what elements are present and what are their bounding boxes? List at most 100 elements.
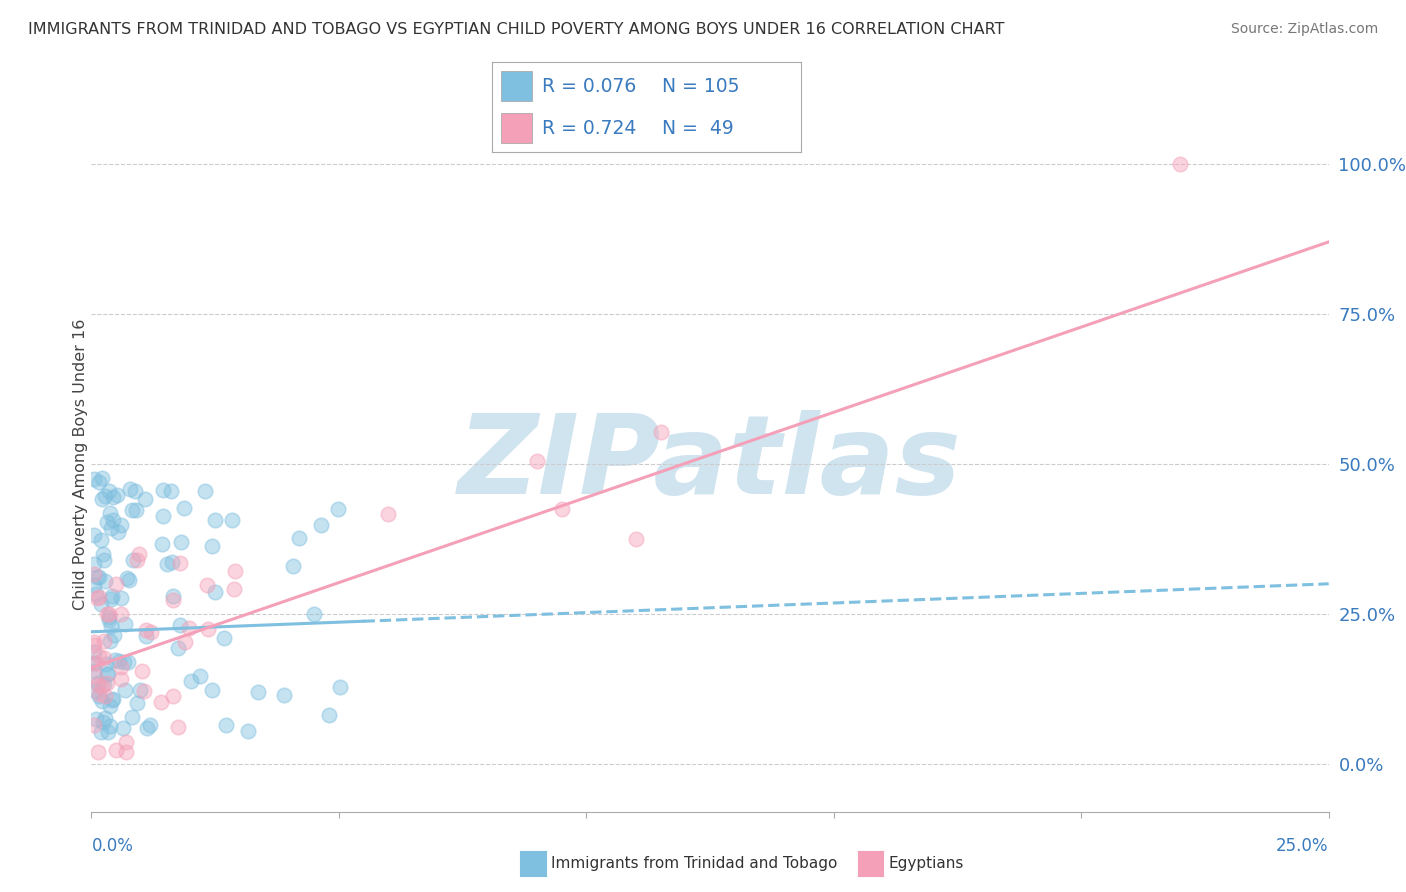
Point (87, 678, 110, 692)
Point (98, 607, 121, 622)
Point (101, 692, 124, 706)
Point (224, 564, 246, 578)
Point (110, 518, 132, 533)
Point (105, 742, 128, 756)
Point (90, 533, 112, 547)
Point (84, 713, 107, 727)
Point (152, 508, 174, 523)
Point (221, 513, 243, 527)
Point (96, 515, 118, 529)
Point (110, 672, 132, 686)
Point (87, 648, 110, 663)
Point (170, 534, 193, 549)
Point (100, 619, 122, 633)
Point (98, 633, 121, 648)
Point (273, 688, 295, 702)
Point (160, 555, 183, 569)
Point (162, 592, 184, 607)
Point (86, 569, 108, 583)
Point (169, 618, 191, 632)
Point (281, 559, 304, 574)
Point (83, 645, 105, 659)
Point (125, 696, 148, 710)
Point (195, 578, 218, 592)
Point (179, 621, 201, 635)
Point (624, 533, 647, 547)
Point (166, 641, 188, 656)
Point (90, 679, 112, 693)
Point (87, 745, 110, 759)
Point (318, 708, 340, 723)
Point (114, 735, 136, 749)
Text: 0.0%: 0.0% (91, 837, 134, 855)
Point (83, 567, 105, 582)
Point (194, 483, 217, 498)
Point (112, 721, 135, 735)
Point (93, 677, 115, 691)
Point (104, 577, 127, 591)
Point (124, 483, 146, 498)
Point (83, 718, 105, 732)
Bar (502, 113, 533, 143)
Point (134, 491, 156, 506)
Point (287, 531, 309, 545)
Text: 25.0%: 25.0% (1277, 837, 1329, 855)
Point (100, 506, 122, 520)
Point (98, 613, 121, 627)
Point (89, 570, 111, 584)
Point (91, 715, 114, 730)
Text: N =  49: N = 49 (662, 119, 734, 137)
Point (114, 616, 136, 631)
Point (112, 656, 135, 670)
Point (89, 688, 111, 702)
Point (96, 667, 118, 681)
Point (91, 471, 114, 485)
Y-axis label: Child Poverty Among Boys Under 16: Child Poverty Among Boys Under 16 (73, 318, 87, 609)
Point (103, 512, 125, 526)
Point (89, 590, 111, 604)
Point (96, 676, 118, 690)
Point (83, 665, 105, 679)
Point (90, 724, 112, 739)
Bar (502, 71, 533, 101)
Point (94, 711, 117, 725)
Text: IMMIGRANTS FROM TRINIDAD AND TOBAGO VS EGYPTIAN CHILD POVERTY AMONG BOYS UNDER 1: IMMIGRANTS FROM TRINIDAD AND TOBAGO VS E… (28, 22, 1005, 37)
Point (91, 547, 114, 561)
Point (136, 721, 159, 735)
Point (174, 635, 197, 649)
Point (86, 591, 108, 605)
Point (127, 552, 149, 566)
Point (169, 557, 191, 571)
Point (121, 710, 143, 724)
Point (215, 718, 238, 732)
Point (160, 484, 183, 499)
Point (247, 685, 270, 699)
Point (139, 624, 162, 639)
Point (93, 553, 115, 567)
Point (90, 597, 112, 611)
Text: Immigrants from Trinidad and Tobago: Immigrants from Trinidad and Tobago (551, 856, 838, 871)
Point (100, 521, 122, 535)
Point (97, 725, 120, 739)
Point (100, 592, 122, 607)
Point (93, 633, 115, 648)
Point (107, 654, 129, 668)
Point (201, 683, 224, 698)
Point (180, 673, 202, 688)
Point (103, 692, 125, 706)
Point (83, 635, 105, 649)
Point (105, 488, 128, 502)
Text: Source: ZipAtlas.com: Source: ZipAtlas.com (1230, 22, 1378, 37)
Point (83, 472, 105, 486)
Point (134, 683, 156, 698)
Point (84, 657, 107, 671)
Point (84, 684, 107, 698)
Point (94, 689, 117, 703)
Point (103, 628, 125, 642)
Point (98, 610, 121, 624)
Point (121, 553, 143, 567)
Point (98, 699, 121, 714)
Point (94, 489, 117, 503)
Point (91, 694, 114, 708)
Point (135, 629, 157, 643)
